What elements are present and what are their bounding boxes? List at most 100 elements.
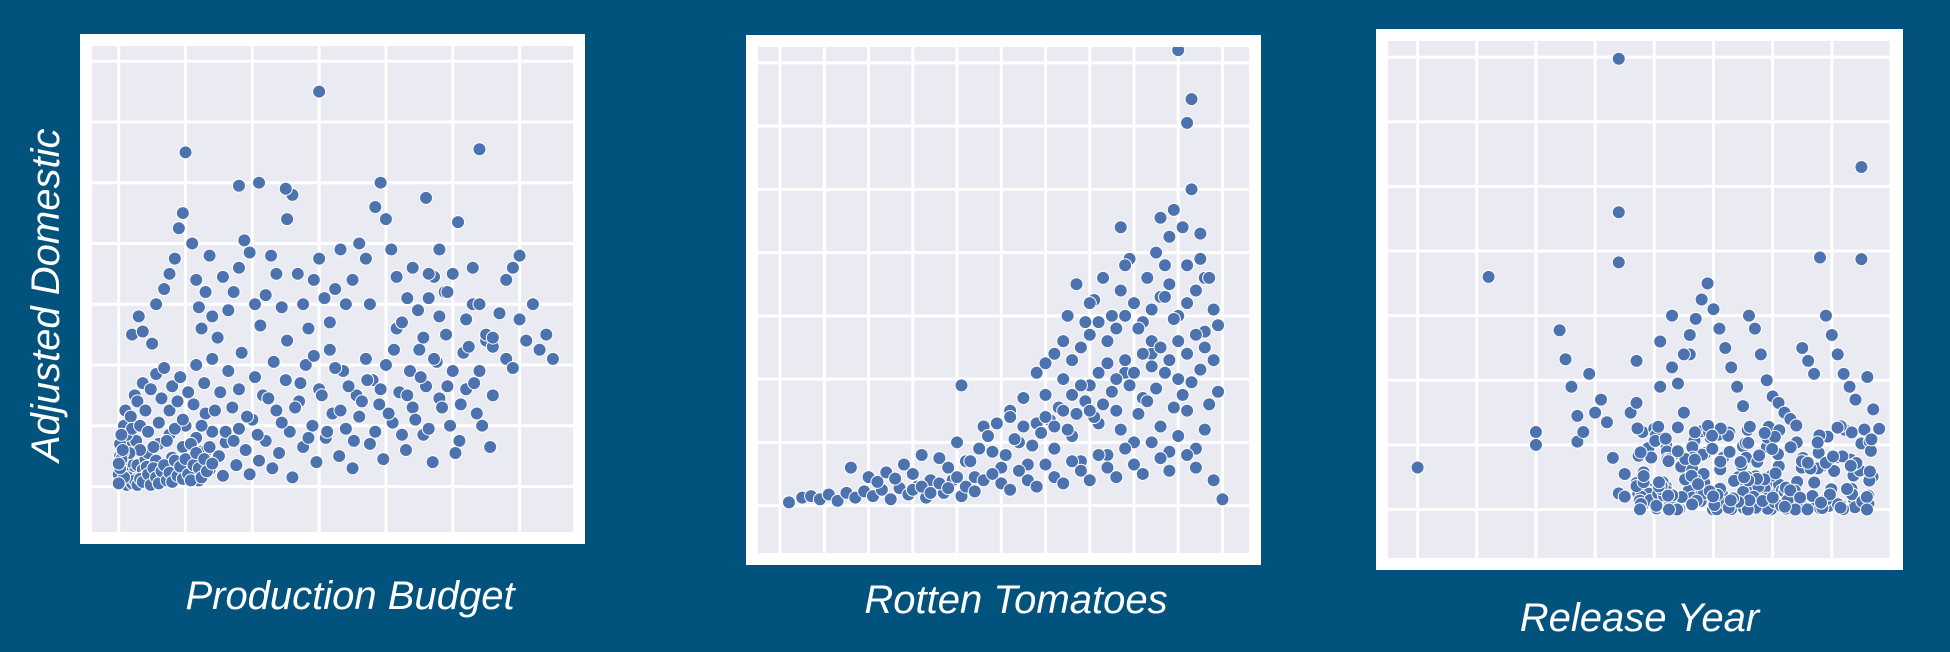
data-point	[998, 447, 1013, 462]
data-point	[186, 397, 201, 412]
data-point	[1862, 464, 1877, 479]
data-point	[1162, 353, 1177, 368]
data-point	[1157, 365, 1172, 380]
data-point	[1047, 441, 1062, 456]
data-point	[237, 233, 252, 248]
data-point	[432, 309, 447, 324]
data-point	[1016, 419, 1031, 434]
data-point	[1065, 353, 1080, 368]
data-point	[932, 451, 947, 466]
data-point	[1118, 441, 1133, 456]
data-point	[354, 394, 369, 409]
data-point	[1594, 392, 1609, 407]
data-point	[1113, 283, 1128, 298]
data-point	[485, 330, 500, 345]
data-point	[280, 333, 295, 348]
data-point	[451, 215, 466, 230]
data-point	[408, 412, 423, 427]
data-point	[1789, 418, 1804, 433]
data-point	[202, 248, 217, 263]
data-point	[231, 382, 246, 397]
data-point	[1812, 250, 1827, 265]
data-point	[505, 260, 520, 275]
data-point	[1576, 424, 1591, 439]
scatter-panel-production-budget	[80, 34, 585, 544]
data-point	[1034, 425, 1049, 440]
data-point	[1705, 441, 1720, 456]
data-point	[1047, 419, 1062, 434]
data-point	[1025, 438, 1040, 453]
data-point	[1818, 308, 1833, 323]
data-point	[967, 484, 982, 499]
data-point	[309, 455, 324, 470]
data-point	[332, 449, 347, 464]
data-point	[1629, 353, 1644, 368]
data-point	[1193, 251, 1208, 266]
data-point	[346, 433, 361, 448]
data-point	[1082, 403, 1097, 418]
data-point	[252, 175, 267, 190]
data-point	[1844, 425, 1859, 440]
data-point	[111, 476, 126, 491]
data-point	[1688, 311, 1703, 326]
data-point	[950, 435, 965, 450]
data-point	[492, 306, 507, 321]
data-point	[1135, 466, 1150, 481]
data-point	[1747, 321, 1762, 336]
data-point	[333, 242, 348, 257]
data-point	[1029, 479, 1044, 494]
data-point	[1783, 483, 1798, 498]
data-point	[1570, 408, 1585, 423]
data-point	[221, 303, 236, 318]
x-axis-label-release-year: Release Year	[1519, 596, 1760, 640]
data-point	[373, 175, 388, 190]
data-point	[1131, 321, 1146, 336]
data-point	[972, 441, 987, 456]
data-point	[207, 403, 222, 418]
data-point	[443, 418, 458, 433]
data-point	[1632, 502, 1647, 517]
x-axis-label-rotten-tomatoes: Rotten Tomatoes	[864, 578, 1168, 622]
data-point	[301, 321, 316, 336]
data-point	[1126, 296, 1141, 311]
data-point	[1611, 51, 1626, 66]
data-point	[421, 266, 436, 281]
data-point	[1854, 160, 1869, 175]
data-point	[210, 330, 225, 345]
data-point	[1144, 359, 1159, 374]
data-point	[1670, 376, 1685, 391]
data-point	[285, 470, 300, 485]
data-point	[1113, 422, 1128, 437]
data-point	[1629, 395, 1644, 410]
data-point	[402, 364, 417, 379]
data-point	[358, 251, 373, 266]
data-point	[1742, 419, 1757, 434]
data-point	[1162, 463, 1177, 478]
data-point	[288, 400, 303, 415]
data-point	[1153, 340, 1168, 355]
data-point	[264, 248, 279, 263]
scatter-panel-release-year	[1376, 29, 1903, 570]
data-point	[341, 379, 356, 394]
data-point	[459, 312, 474, 327]
data-point	[248, 370, 263, 385]
data-point	[265, 461, 280, 476]
data-point	[1713, 454, 1728, 469]
data-point	[305, 418, 320, 433]
data-point	[278, 181, 293, 196]
data-point	[242, 245, 257, 260]
data-point	[282, 424, 297, 439]
data-point	[378, 357, 393, 372]
data-point	[419, 190, 434, 205]
data-point	[1588, 405, 1603, 420]
data-point	[1658, 431, 1673, 446]
data-point	[1793, 490, 1808, 505]
data-point	[280, 212, 295, 227]
data-point	[1753, 347, 1768, 362]
data-point	[1056, 334, 1071, 349]
data-point	[1180, 403, 1195, 418]
data-point	[1109, 321, 1124, 336]
data-point	[512, 312, 527, 327]
data-point	[499, 272, 514, 287]
data-point	[1100, 334, 1115, 349]
